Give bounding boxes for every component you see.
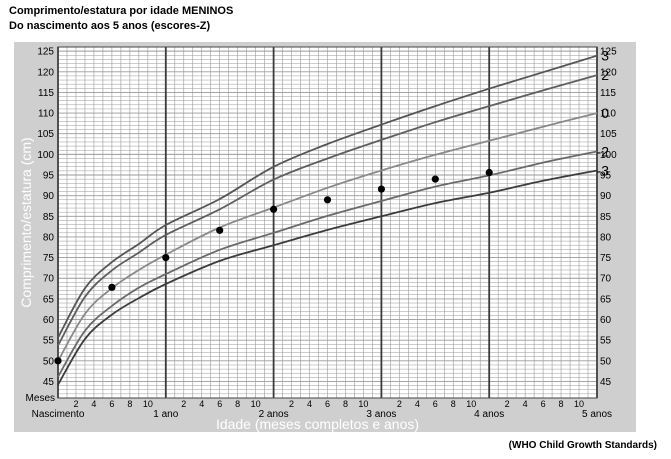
- y-tick-label-right: 90: [600, 191, 612, 202]
- y-tick-label-left: 60: [43, 315, 55, 326]
- source-note: (WHO Child Growth Standards): [508, 440, 657, 451]
- z-score-label: 2: [601, 67, 609, 83]
- data-point: [270, 205, 278, 213]
- x-month-tick-label: 10: [574, 399, 584, 409]
- x-year-label: Nascimento: [32, 409, 85, 420]
- y-tick-label-left: 65: [43, 294, 55, 305]
- y-tick-label-left: 95: [43, 171, 55, 182]
- x-month-tick-label: 2: [397, 399, 402, 409]
- x-year-label: 3 anos: [366, 409, 396, 420]
- x-axis-title: Idade (meses completos e anos): [216, 416, 419, 432]
- x-month-tick-label: 8: [343, 399, 348, 409]
- x-month-tick-label: 6: [217, 399, 222, 409]
- y-tick-label-left: 80: [43, 232, 55, 243]
- x-month-tick-label: 10: [358, 399, 368, 409]
- data-point: [216, 226, 224, 234]
- y-tick-label-right: 95: [600, 171, 612, 182]
- y-tick-label-right: 100: [600, 150, 617, 161]
- z-score-label: 3: [601, 48, 609, 64]
- z-score-curve: [57, 74, 598, 347]
- z-score-label: -2: [597, 143, 610, 159]
- y-tick-label-left: 75: [43, 253, 55, 264]
- y-tick-label-left: 105: [37, 129, 54, 140]
- y-tick-label-left: 70: [43, 274, 55, 285]
- months-label: Meses: [26, 393, 55, 404]
- y-tick-label-left: 45: [43, 377, 55, 388]
- y-tick-label-right: 105: [600, 129, 617, 140]
- y-tick-label-right: 120: [600, 67, 617, 78]
- data-point: [431, 175, 439, 183]
- x-month-tick-label: 6: [433, 399, 438, 409]
- y-tick-label-right: 65: [600, 294, 612, 305]
- y-tick-label-left: 125: [37, 47, 54, 58]
- x-year-label: 5 anos: [582, 409, 612, 420]
- x-month-tick-label: 4: [415, 399, 420, 409]
- chart-title: Comprimento/estatura por idade MENINOS: [9, 5, 234, 17]
- y-tick-label-left: 115: [38, 88, 54, 99]
- z-score-label: -3: [597, 162, 610, 178]
- x-year-label: 4 anos: [474, 409, 504, 420]
- y-tick-label-right: 60: [600, 315, 612, 326]
- y-tick-label-right: 75: [600, 253, 612, 264]
- plot-border: [57, 46, 598, 399]
- y-tick-label-right: 55: [600, 336, 612, 347]
- x-year-label: 2 anos: [259, 409, 289, 420]
- x-month-tick-label: 2: [289, 399, 294, 409]
- y-tick-label-left: 110: [38, 109, 54, 120]
- x-year-label: 1 ano: [153, 409, 178, 420]
- y-tick-label-left: 50: [43, 356, 55, 367]
- y-tick-label-left: 85: [43, 212, 55, 223]
- x-month-tick-label: 8: [559, 399, 564, 409]
- y-tick-label-right: 80: [600, 232, 612, 243]
- y-tick-label-right: 85: [600, 212, 612, 223]
- data-point: [162, 254, 170, 262]
- x-month-tick-label: 6: [325, 399, 330, 409]
- data-point: [485, 168, 493, 177]
- x-month-tick-label: 8: [451, 399, 456, 409]
- x-month-tick-label: 2: [181, 399, 186, 409]
- data-point: [108, 283, 116, 291]
- data-point: [323, 196, 332, 204]
- y-tick-label-left: 120: [37, 67, 54, 78]
- y-tick-label-right: 110: [600, 109, 616, 120]
- y-tick-label-left: 90: [43, 191, 55, 202]
- chart-subtitle: Do nascimento aos 5 anos (escores-Z): [9, 20, 211, 32]
- x-month-tick-label: 10: [466, 399, 476, 409]
- y-tick-label-right: 115: [600, 88, 616, 99]
- x-month-tick-label: 4: [91, 399, 96, 409]
- data-point: [377, 185, 385, 193]
- x-month-tick-label: 6: [541, 399, 546, 409]
- y-tick-label-right: 125: [600, 47, 617, 58]
- x-month-tick-label: 2: [73, 399, 78, 409]
- x-month-tick-label: 10: [143, 399, 153, 409]
- x-month-tick-label: 4: [199, 399, 204, 409]
- y-tick-label-right: 70: [600, 274, 612, 285]
- x-month-tick-label: 6: [109, 399, 114, 409]
- x-month-tick-label: 8: [235, 399, 240, 409]
- z-score-curve: [57, 169, 598, 386]
- y-tick-label-right: 45: [600, 377, 612, 388]
- y-axis-title: Comprimento/estatura (cm): [18, 137, 34, 307]
- x-month-tick-label: 8: [127, 399, 132, 409]
- x-month-tick-label: 10: [251, 399, 261, 409]
- x-month-tick-label: 4: [523, 399, 528, 409]
- x-month-tick-label: 2: [505, 399, 510, 409]
- z-score-label: 0: [601, 105, 609, 121]
- z-score-curve: [57, 54, 598, 339]
- y-tick-label-right: 50: [600, 356, 612, 367]
- y-tick-label-left: 55: [43, 336, 55, 347]
- x-month-tick-label: 4: [307, 399, 312, 409]
- data-point: [54, 357, 62, 365]
- y-tick-label-left: 100: [37, 150, 54, 161]
